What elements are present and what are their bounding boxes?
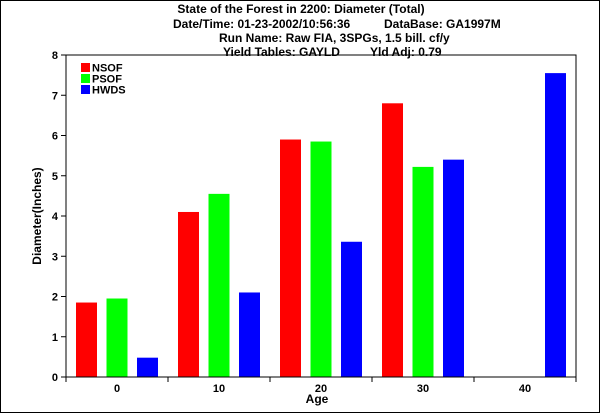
x-tick-label: 10 <box>213 383 225 395</box>
bar-hwds-age-0 <box>137 357 158 377</box>
legend-swatch-nsof <box>81 63 90 72</box>
bar-psof-age-20 <box>310 141 332 377</box>
y-tick-label: 5 <box>52 171 58 183</box>
chart-title: State of the Forest in 2200: Diameter (T… <box>177 2 424 16</box>
datetime-text: Date/Time: 01-23-2002/10:56:36 <box>173 17 351 31</box>
bar-nsof-age-30 <box>382 103 403 378</box>
yield-adj-text: Yld Adj: 0.79 <box>370 45 442 59</box>
bars-layer <box>76 73 566 378</box>
bar-nsof-age-10 <box>178 211 199 377</box>
y-tick-label: 7 <box>52 90 58 102</box>
y-tick-label: 8 <box>52 50 58 62</box>
bar-hwds-age-20 <box>341 241 362 377</box>
x-tick-label: 0 <box>114 383 120 395</box>
database-text: DataBase: GA1997M <box>384 17 501 31</box>
y-tick-label: 6 <box>52 131 58 143</box>
legend-label-hwds: HWDS <box>92 85 126 97</box>
run-name-text: Run Name: Raw FIA, 3SPGs, 1.5 bill. cf/y <box>219 31 450 45</box>
bar-nsof-age-0 <box>76 302 97 377</box>
legend-swatch-psof <box>81 74 90 83</box>
x-tick-label: 20 <box>315 383 327 395</box>
legend-label-nsof: NSOF <box>92 63 123 75</box>
x-tick-label: 30 <box>417 383 429 395</box>
y-axis-label: Diameter(Inches) <box>30 167 44 264</box>
bar-hwds-age-30 <box>443 159 464 377</box>
bar-nsof-age-20 <box>280 139 301 377</box>
y-tick-label: 4 <box>52 211 59 223</box>
bar-psof-age-30 <box>412 166 434 377</box>
legend-swatch-hwds <box>81 85 90 94</box>
x-axis-label: Age <box>306 392 329 406</box>
bar-hwds-age-40 <box>545 73 566 378</box>
axes-layer: 0 1 2 3 4 5 6 7 8 0 10 20 30 40 <box>52 50 577 395</box>
legend-label-psof: PSOF <box>92 74 122 86</box>
yield-tables-text: Yield Tables: GAYLD <box>223 45 340 59</box>
bar-psof-age-0 <box>106 298 128 377</box>
x-tick-label: 40 <box>519 383 531 395</box>
y-tick-label: 3 <box>52 251 58 263</box>
y-tick-label: 2 <box>52 292 58 304</box>
y-tick-label: 1 <box>52 332 58 344</box>
bar-psof-age-10 <box>208 193 230 377</box>
bar-hwds-age-10 <box>239 292 260 377</box>
y-tick-label: 0 <box>52 372 58 384</box>
